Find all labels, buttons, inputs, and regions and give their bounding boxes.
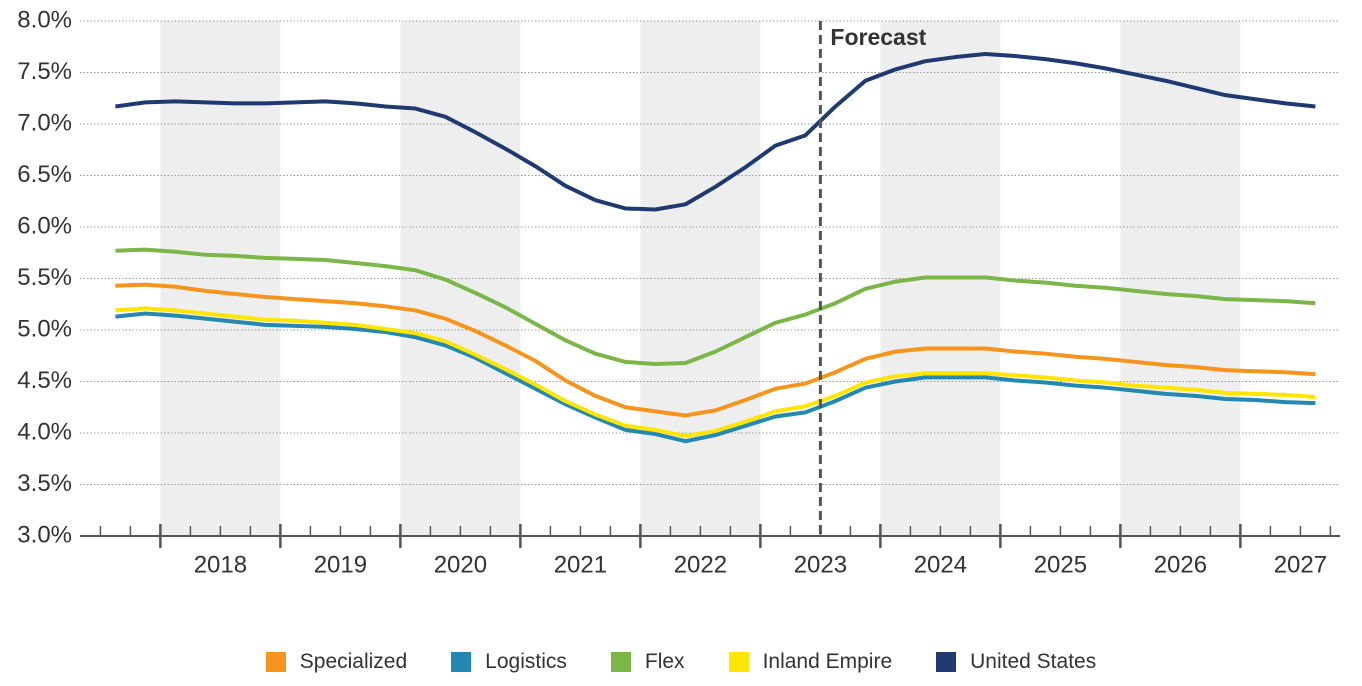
legend-item: Flex <box>610 650 685 674</box>
series-line <box>115 306 1316 439</box>
series-line <box>115 51 1316 212</box>
x-tick-label: 2027 <box>1274 551 1327 578</box>
x-tick-label: 2022 <box>674 551 727 578</box>
x-tick-label: 2024 <box>914 551 967 578</box>
x-tick-label: 2018 <box>194 551 247 578</box>
legend-swatch <box>451 652 472 672</box>
legend-label: Logistics <box>485 650 567 673</box>
legend-label: Specialized <box>299 650 408 673</box>
y-tick-label: 3.5% <box>17 470 72 497</box>
legend-swatch <box>936 652 957 672</box>
y-tick-label: 3.0% <box>17 521 72 548</box>
y-tick-label: 7.5% <box>17 58 72 85</box>
legend-label: United States <box>970 650 1097 673</box>
series-line <box>115 311 1316 444</box>
y-tick-label: 5.5% <box>17 264 72 291</box>
y-tick-label: 7.0% <box>17 109 72 136</box>
legend-item: Logistics <box>451 650 567 674</box>
legend-label: Flex <box>644 650 685 673</box>
x-tick-label: 2019 <box>314 551 367 578</box>
series-line <box>115 247 1316 366</box>
legend-swatch <box>610 652 631 672</box>
year-band <box>400 21 521 536</box>
series-line <box>115 282 1316 418</box>
x-tick-label: 2026 <box>1154 551 1207 578</box>
y-tick-label: 8.0% <box>17 6 72 33</box>
y-tick-label: 4.5% <box>17 367 72 394</box>
legend-swatch <box>728 652 749 672</box>
x-tick-label: 2021 <box>554 551 607 578</box>
y-tick-label: 6.5% <box>17 161 72 188</box>
legend-swatch <box>265 652 286 672</box>
x-tick-label: 2025 <box>1034 551 1087 578</box>
x-tick-label: 2023 <box>794 551 847 578</box>
legend-item: Specialized <box>265 650 408 674</box>
legend: Specialized Logistics Flex Inland Empire Uni… <box>0 650 1362 674</box>
y-tick-label: 6.0% <box>17 212 72 239</box>
forecast-label: Forecast <box>830 24 926 50</box>
legend-item: Inland Empire <box>728 650 893 674</box>
y-tick-label: 5.0% <box>17 315 72 342</box>
y-tick-label: 4.0% <box>17 418 72 445</box>
legend-item: United States <box>936 650 1096 674</box>
legend-label: Inland Empire <box>762 650 893 673</box>
chart: 3.0% 3.5% 4.0% 4.5% 5.0% 5.5% 6.0% 6.5% 7.0% 7.5%… <box>17 6 1340 578</box>
x-tick-label: 2020 <box>434 551 487 578</box>
